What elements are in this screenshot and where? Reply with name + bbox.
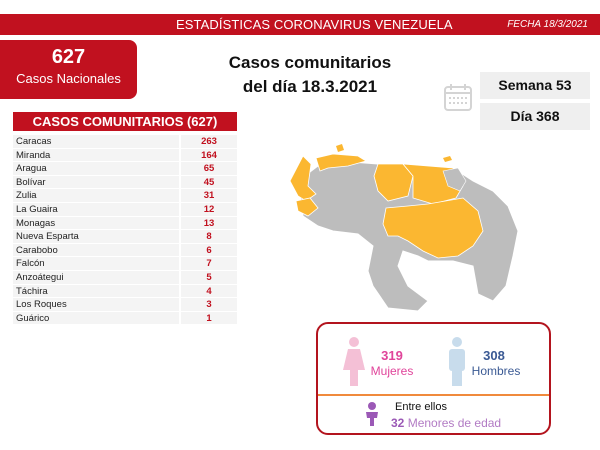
minors-label: Menores de edad bbox=[407, 416, 502, 430]
state-name: Miranda bbox=[13, 148, 179, 162]
man-icon bbox=[449, 337, 465, 386]
state-cases: 12 bbox=[181, 202, 237, 216]
title-bar: ESTADÍSTICAS CORONAVIRUS VENEZUELA FECHA… bbox=[0, 14, 600, 35]
state-cases: 31 bbox=[181, 189, 237, 202]
state-cases: 45 bbox=[181, 175, 237, 189]
state-name: Aragua bbox=[13, 162, 179, 175]
state-name: Falcón bbox=[13, 257, 179, 270]
state-cases: 7 bbox=[181, 257, 237, 270]
table-row: Guárico 1 bbox=[13, 311, 237, 326]
table-row: Carabobo 6 bbox=[13, 243, 237, 258]
cases-table-header: CASOS COMUNITARIOS (627) bbox=[13, 112, 237, 131]
state-cases: 164 bbox=[181, 148, 237, 162]
state-cases: 13 bbox=[181, 216, 237, 230]
national-cases-label: Casos Nacionales bbox=[16, 71, 121, 86]
date-label: FECHA 18/3/2021 bbox=[507, 19, 588, 30]
table-row: Bolívar 45 bbox=[13, 175, 237, 190]
headline-line1: Casos comunitarios bbox=[228, 53, 392, 72]
women-count: 319 bbox=[381, 348, 403, 363]
national-cases-count: 627 bbox=[51, 46, 86, 68]
table-row: Nueva Esparta 8 bbox=[13, 230, 237, 244]
state-cases: 3 bbox=[181, 298, 237, 311]
state-name: Táchira bbox=[13, 284, 179, 298]
state-cases: 4 bbox=[181, 284, 237, 298]
table-row: Anzoátegui 5 bbox=[13, 270, 237, 285]
table-row: Aragua 65 bbox=[13, 162, 237, 176]
state-name: Zulia bbox=[13, 189, 179, 202]
men-label: Hombres bbox=[471, 364, 521, 378]
page-title: ESTADÍSTICAS CORONAVIRUS VENEZUELA bbox=[176, 17, 453, 32]
calendar-icon bbox=[444, 84, 472, 111]
gender-breakdown-box: 319 Mujeres 308 Hombres Entre ellos 32 M… bbox=[316, 322, 551, 435]
state-name: Monagas bbox=[13, 216, 179, 230]
state-name: Bolívar bbox=[13, 175, 179, 189]
minors-count: 32 bbox=[391, 416, 405, 430]
state-name: La Guaira bbox=[13, 202, 179, 216]
week-box: Semana 53 bbox=[480, 72, 590, 99]
state-name: Nueva Esparta bbox=[13, 230, 179, 243]
among-label: Entre ellos bbox=[395, 401, 447, 413]
state-name: Carabobo bbox=[13, 243, 179, 257]
state-cases: 8 bbox=[181, 230, 237, 243]
women-label: Mujeres bbox=[370, 364, 414, 378]
child-icon bbox=[366, 402, 378, 426]
table-row: Táchira 4 bbox=[13, 284, 237, 299]
minors-line: 32 Menores de edad bbox=[391, 416, 501, 430]
table-row: La Guaira 12 bbox=[13, 202, 237, 217]
table-row: Los Roques 3 bbox=[13, 298, 237, 312]
cases-table: CASOS COMUNITARIOS (627) Caracas 263 Mira… bbox=[13, 112, 237, 326]
state-cases: 6 bbox=[181, 243, 237, 257]
divider bbox=[318, 394, 549, 396]
table-row: Falcón 7 bbox=[13, 257, 237, 271]
headline-line2: del día 18.3.2021 bbox=[242, 77, 378, 96]
state-name: Los Roques bbox=[13, 298, 179, 311]
state-name: Anzoátegui bbox=[13, 270, 179, 284]
state-cases: 1 bbox=[181, 311, 237, 325]
headline: Casos comunitarios del día 18.3.2021 bbox=[200, 51, 420, 99]
woman-icon bbox=[343, 337, 365, 386]
table-row: Caracas 263 bbox=[13, 135, 237, 149]
table-row: Zulia 31 bbox=[13, 189, 237, 203]
state-cases: 65 bbox=[181, 162, 237, 175]
state-name: Guárico bbox=[13, 311, 179, 325]
table-row: Miranda 164 bbox=[13, 148, 237, 163]
national-cases-box: 627 Casos Nacionales bbox=[0, 40, 137, 99]
day-box: Día 368 bbox=[480, 103, 590, 130]
state-name: Caracas bbox=[13, 135, 179, 148]
table-row: Monagas 13 bbox=[13, 216, 237, 231]
state-cases: 5 bbox=[181, 270, 237, 284]
state-cases: 263 bbox=[181, 135, 237, 148]
men-count: 308 bbox=[483, 348, 505, 363]
venezuela-map bbox=[289, 144, 519, 312]
